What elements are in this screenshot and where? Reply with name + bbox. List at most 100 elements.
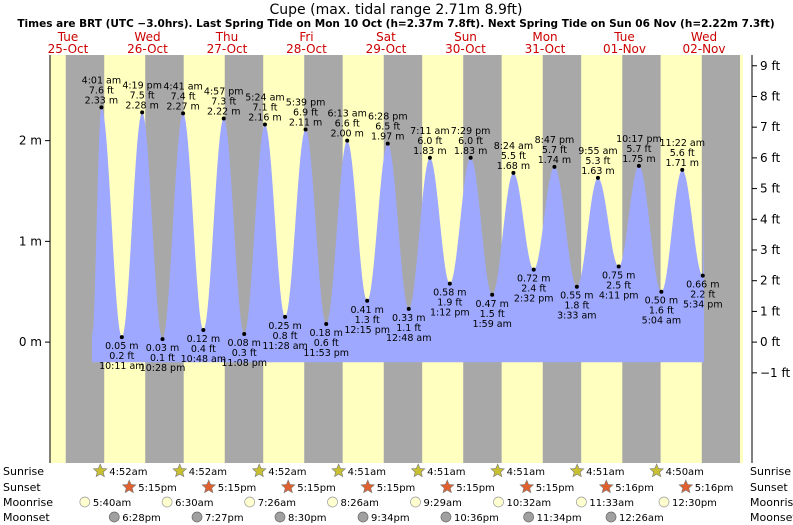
sunset-time: 5:15pm: [218, 483, 257, 494]
tide-feet-label: 0.3 ft: [232, 348, 257, 359]
astro-row-label-left: Moonset: [3, 511, 50, 524]
day-header-dow: Fri: [299, 30, 313, 44]
y-tick-label-left: 2 m: [19, 134, 42, 148]
tide-feet-label: 6.0 ft: [458, 136, 483, 147]
axes-layer: 0 m 1 m 2 m −1 ft 0 ft 1 ft 2 ft 3 ft 4 ft 5 ft 6 …: [19, 55, 791, 463]
tide-time-label: 7:11 am: [410, 126, 449, 137]
day-header-dow: Tue: [613, 30, 635, 44]
day-header-dow: Thu: [215, 30, 239, 44]
tide-point: [552, 164, 557, 169]
sunrise-icon: [251, 463, 267, 478]
tide-time-label: 8:24 am: [494, 141, 533, 152]
tide-feet-label: 6.0 ft: [417, 136, 442, 147]
tide-time-label: 10:17 pm: [616, 134, 662, 145]
moonset-icon: [357, 511, 369, 523]
tide-meter-label: 0.08 m: [228, 338, 261, 349]
tide-time-label: 3:33 am: [557, 311, 596, 322]
tide-point: [616, 264, 621, 269]
day-header-date: 28-Oct: [286, 42, 327, 56]
tide-point: [531, 267, 536, 272]
moonrise-icon: [244, 496, 256, 508]
tide-meter-label: 0.66 m: [686, 280, 719, 291]
tide-feet-label: 6.6 ft: [335, 119, 360, 130]
day-header-dow: Mon: [532, 30, 557, 44]
moonrise-icon: [493, 496, 504, 508]
tide-time-label: 10:28 pm: [140, 363, 186, 374]
sunrise-icon: [92, 463, 108, 478]
tide-time-label: 10:11 am: [99, 361, 144, 372]
tide-time-label: 1:12 pm: [430, 308, 470, 319]
moonset-icon: [605, 511, 617, 523]
tide-meter-label: 1.97 m: [371, 132, 404, 143]
tide-time-label: 5:04 am: [642, 316, 681, 327]
moonrise-icon: [576, 496, 587, 508]
moonset-time: 10:36pm: [454, 513, 499, 524]
tide-meter-label: 0.03 m: [146, 343, 179, 354]
tide-point: [262, 122, 267, 127]
tide-feet-label: 1.1 ft: [396, 323, 421, 334]
tide-meter-label: 2.00 m: [330, 129, 363, 140]
moonrise-icon: [327, 496, 338, 508]
sunrise-time: 4:51am: [586, 467, 624, 478]
tide-point: [324, 321, 329, 326]
tide-time-label: 12:15 pm: [344, 325, 390, 336]
tide-point: [490, 292, 495, 297]
day-header-date: 26-Oct: [127, 42, 168, 56]
tide-feet-label: 1.9 ft: [437, 298, 462, 309]
sunrise-icon: [410, 463, 426, 478]
tide-feet-label: 1.3 ft: [355, 315, 380, 326]
tide-meter-label: 1.63 m: [581, 166, 614, 177]
tide-feet-label: 5.5 ft: [501, 151, 526, 162]
tide-point: [574, 284, 579, 289]
sunrise-icon: [569, 463, 585, 478]
tide-point: [242, 332, 247, 337]
tide-time-label: 5:39 pm: [286, 98, 326, 109]
tide-feet-label: 5.6 ft: [670, 148, 695, 159]
sunset-time: 5:15pm: [536, 483, 575, 494]
day-header-date: 25-Oct: [48, 42, 89, 56]
tide-height-area: [92, 107, 704, 363]
tide-meter-label: 0.47 m: [475, 299, 508, 310]
sunset-icon: [678, 479, 694, 494]
tide-feet-label: 2.4 ft: [521, 284, 546, 295]
tide-time-label: 1:59 am: [472, 319, 511, 330]
tide-point: [365, 298, 370, 303]
sunset-time: 5:15pm: [297, 483, 336, 494]
day-header-dow: Wed: [691, 30, 717, 44]
tide-feet-label: 6.5 ft: [375, 122, 400, 133]
tide-meter-label: 2.16 m: [248, 113, 281, 124]
tide-meter-label: 0.33 m: [392, 313, 425, 324]
tide-meter-label: 2.22 m: [207, 106, 240, 117]
y-tick-label-right: 5 ft: [760, 182, 780, 196]
tide-point: [659, 289, 664, 294]
tide-point: [160, 337, 165, 342]
day-header-dow: Sun: [454, 30, 477, 44]
astro-row-label-right: Sunrise: [750, 465, 791, 478]
tide-point: [595, 175, 600, 180]
y-tick-label-right: 6 ft: [760, 151, 780, 165]
tide-time-label: 11:22 am: [660, 138, 705, 149]
tide-feet-label: 5.7 ft: [626, 144, 651, 155]
tide-meter-label: 0.58 m: [433, 288, 466, 299]
tide-feet-label: 7.6 ft: [89, 85, 114, 96]
tide-time-label: 4:41 am: [163, 81, 202, 92]
astro-row-label-right: Moonset: [750, 511, 793, 524]
moonrise-time: 8:26am: [341, 498, 379, 509]
sunset-icon: [598, 479, 614, 494]
tide-meter-label: 1.83 m: [454, 146, 487, 157]
tide-meter-label: 1.68 m: [497, 161, 530, 172]
tide-point: [99, 105, 104, 110]
tide-meter-label: 0.55 m: [560, 291, 593, 302]
tide-point: [511, 170, 516, 175]
tide-time-label: 5:34 pm: [683, 300, 723, 311]
sunrise-icon: [172, 463, 188, 478]
sunrise-icon: [490, 463, 506, 478]
moonset-time: 6:28pm: [122, 513, 161, 524]
sunrise-time: 4:51am: [348, 467, 386, 478]
tide-meter-label: 0.25 m: [268, 321, 301, 332]
tide-meter-label: 0.72 m: [517, 274, 550, 285]
y-tick-label-right: 2 ft: [760, 274, 780, 288]
tide-feet-label: 1.5 ft: [480, 309, 505, 320]
